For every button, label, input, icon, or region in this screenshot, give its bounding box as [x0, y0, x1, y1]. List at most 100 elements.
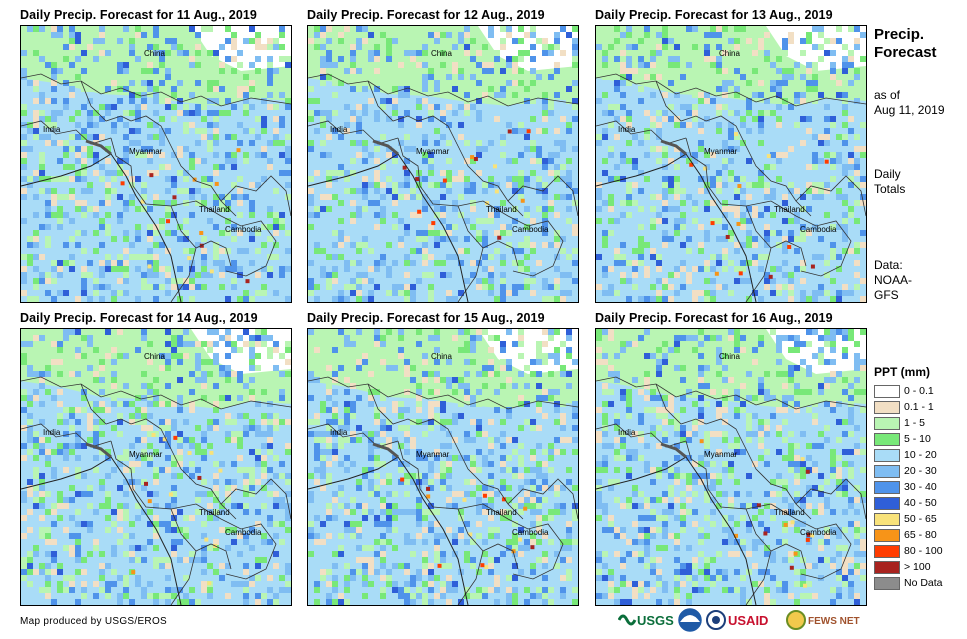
precip-cell — [464, 329, 470, 335]
map-label-cambodia: Cambodia — [800, 528, 837, 537]
precip-cell — [129, 341, 135, 347]
precip-cell — [518, 176, 524, 182]
precip-cell — [243, 158, 249, 164]
precip-cell — [141, 329, 147, 335]
precip-cell — [680, 260, 686, 266]
precip-cell — [350, 56, 356, 62]
precip-cell — [806, 341, 812, 347]
precip-cell — [51, 116, 57, 122]
precip-cell — [830, 122, 836, 128]
precip-cell — [536, 503, 542, 509]
precip-cell — [159, 62, 165, 68]
precip-cell — [770, 62, 776, 68]
precip-cell — [644, 353, 650, 359]
precip-cell — [704, 557, 710, 563]
precip-cell — [374, 266, 380, 272]
precip-cell — [518, 455, 524, 461]
precip-cell — [626, 212, 632, 218]
precip-cell — [75, 557, 81, 563]
precip-cell — [243, 425, 249, 431]
precip-cell — [548, 335, 554, 341]
precip-cell — [416, 419, 422, 425]
precip-cell — [524, 206, 530, 212]
no-data-strip — [660, 139, 687, 156]
precip-cell — [530, 455, 536, 461]
precip-cell — [806, 365, 812, 371]
precip-cell — [782, 80, 788, 86]
precip-cell — [386, 581, 392, 587]
precip-cell — [368, 371, 374, 377]
precip-cell — [524, 134, 530, 140]
precip-cell — [614, 254, 620, 260]
precip-cell — [512, 248, 518, 254]
precip-cell — [608, 110, 614, 116]
precip-cell — [308, 56, 314, 62]
precip-cell — [794, 218, 800, 224]
precip-cell — [440, 593, 446, 599]
precip-cell — [111, 80, 117, 86]
precip-cell — [213, 407, 219, 413]
precip-cell — [332, 497, 338, 503]
precip-cell — [314, 431, 320, 437]
precip-cell — [129, 485, 135, 491]
precip-cell — [63, 176, 69, 182]
precip-cell — [752, 353, 758, 359]
precip-cell — [255, 449, 261, 455]
precip-cell — [326, 278, 332, 284]
precip-cell — [494, 389, 500, 395]
heavy-rain-cell — [699, 439, 704, 444]
precip-cells — [21, 329, 291, 605]
precip-cell — [410, 80, 416, 86]
precip-cell — [602, 236, 608, 242]
precip-cell — [512, 587, 518, 593]
precip-cell — [566, 98, 572, 104]
border-line — [770, 240, 807, 267]
precip-cell — [422, 158, 428, 164]
precip-cell — [536, 74, 542, 80]
precip-cell — [93, 74, 99, 80]
precip-cell — [566, 86, 572, 92]
precip-cell — [428, 110, 434, 116]
precip-cell — [794, 236, 800, 242]
precip-cell — [207, 68, 213, 74]
precip-cell — [171, 230, 177, 236]
precip-cell — [344, 467, 350, 473]
precip-cell — [638, 491, 644, 497]
precip-cell — [836, 491, 842, 497]
precip-cell — [638, 437, 644, 443]
precip-cell — [698, 224, 704, 230]
precip-cell — [656, 122, 662, 128]
precip-cell — [33, 503, 39, 509]
precip-cell — [614, 260, 620, 266]
precip-cell — [518, 329, 524, 335]
precip-cell — [195, 557, 201, 563]
precip-cell — [201, 521, 207, 527]
precip-cell — [99, 569, 105, 575]
precip-cell — [848, 557, 854, 563]
precip-cell — [626, 449, 632, 455]
precip-cell — [464, 140, 470, 146]
precip-cell — [45, 491, 51, 497]
precip-cell — [446, 296, 452, 302]
precip-cell — [716, 56, 722, 62]
precip-cell — [183, 527, 189, 533]
precip-cell — [608, 104, 614, 110]
precip-cell — [279, 152, 285, 158]
precip-cell — [488, 218, 494, 224]
precip-cell — [854, 365, 860, 371]
precip-cell — [854, 98, 860, 104]
precip-cell — [542, 206, 548, 212]
precip-cell — [536, 557, 542, 563]
precip-cell — [57, 194, 63, 200]
precip-cell — [237, 503, 243, 509]
precip-cell — [410, 365, 416, 371]
precip-cell — [374, 329, 380, 335]
precip-cell — [183, 467, 189, 473]
precip-cell — [332, 575, 338, 581]
precip-cell — [722, 158, 728, 164]
precip-cell — [770, 152, 776, 158]
precip-cell — [75, 56, 81, 62]
precip-cell — [57, 290, 63, 296]
precip-cell — [668, 509, 674, 515]
precip-cell — [488, 371, 494, 377]
